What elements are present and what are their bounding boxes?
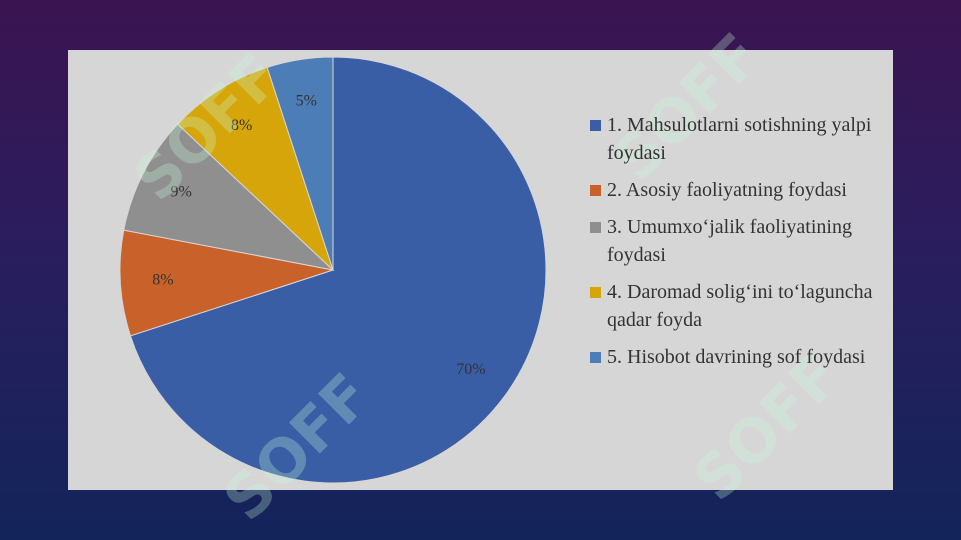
legend-label: 2. Asosiy faoliyatning foydasi (607, 179, 847, 201)
legend: 1. Mahsulotlarni sotishning yalpi foydas… (590, 111, 880, 380)
legend-swatch (590, 120, 601, 131)
legend-label: 4. Daromad solig‘ini to‘laguncha qadar f… (607, 281, 873, 331)
pie-slice (119, 229, 334, 337)
legend-label: 5. Hisobot davrining sof foydasi (607, 346, 866, 368)
legend-item: 5. Hisobot davrining sof foydasi (590, 343, 880, 371)
data-label: 9% (171, 183, 192, 200)
pie-slice (266, 56, 334, 271)
pie-slice (129, 56, 547, 484)
legend-swatch (590, 185, 601, 196)
legend-swatch (590, 222, 601, 233)
legend-item: 1. Mahsulotlarni sotishning yalpi foydas… (590, 111, 880, 167)
legend-item: 4. Daromad solig‘ini to‘laguncha qadar f… (590, 278, 880, 334)
legend-swatch (590, 287, 601, 298)
legend-swatch (590, 352, 601, 363)
data-label: 70% (456, 361, 485, 378)
data-label: 8% (231, 117, 252, 134)
data-label: 5% (296, 92, 317, 109)
legend-item: 3. Umumxo‘jalik faoliyatining foydasi (590, 213, 880, 269)
legend-label: 3. Umumxo‘jalik faoliyatining foydasi (607, 216, 852, 266)
data-label: 8% (152, 271, 173, 288)
pie-slice (123, 123, 335, 271)
pie-slice (177, 66, 334, 271)
legend-label: 1. Mahsulotlarni sotishning yalpi foydas… (607, 114, 872, 164)
legend-item: 2. Asosiy faoliyatning foydasi (590, 176, 880, 204)
